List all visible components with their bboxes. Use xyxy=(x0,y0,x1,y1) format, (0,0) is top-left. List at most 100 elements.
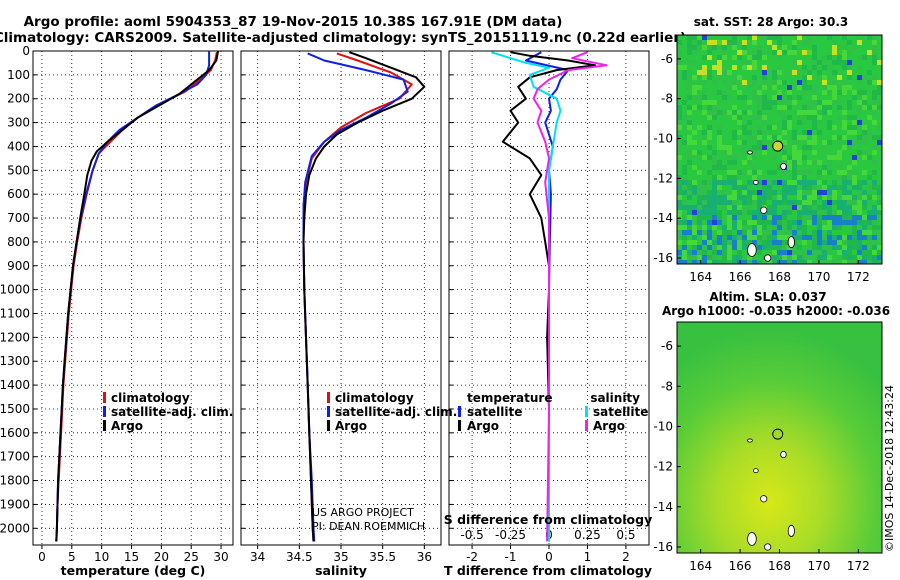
sst-cell xyxy=(767,160,772,165)
sst-cell xyxy=(722,40,727,45)
sst-cell xyxy=(832,170,837,175)
sst-cell xyxy=(722,140,727,145)
sst-cell xyxy=(812,95,817,100)
sst-cell xyxy=(867,195,872,200)
sst-cell xyxy=(677,45,682,50)
sst-cell xyxy=(797,250,802,255)
depth-tick-label: 1600 xyxy=(0,426,30,440)
sst-cell xyxy=(827,135,832,140)
sst-cell xyxy=(772,220,777,225)
sst-cell xyxy=(707,35,712,40)
sst-cell xyxy=(707,135,712,140)
sst-cell xyxy=(787,230,792,235)
s-tick-label: 0.5 xyxy=(616,528,635,542)
sst-cell xyxy=(677,85,682,90)
sst-cell xyxy=(727,235,732,240)
sst-cell xyxy=(777,180,782,185)
sst-cell xyxy=(862,120,867,125)
legend-swatch-t-argo xyxy=(458,420,461,431)
sst-cell xyxy=(697,250,702,255)
sst-cell xyxy=(847,140,852,145)
sst-cell xyxy=(807,235,812,240)
sst-cell xyxy=(677,250,682,255)
sst-cell xyxy=(857,75,862,80)
sst-cell xyxy=(737,185,742,190)
sst-cell xyxy=(727,145,732,150)
sst-cell xyxy=(737,155,742,160)
sst-cell xyxy=(802,50,807,55)
sst-cell xyxy=(772,65,777,70)
sst-cell xyxy=(682,170,687,175)
sst-cell xyxy=(832,200,837,205)
sst-cell xyxy=(807,105,812,110)
sst-cell xyxy=(787,95,792,100)
sst-cell xyxy=(822,120,827,125)
sst-cell xyxy=(862,55,867,60)
sst-cell xyxy=(832,235,837,240)
sst-cell xyxy=(752,235,757,240)
sst-cell xyxy=(777,135,782,140)
sst-cell xyxy=(787,215,792,220)
sst-cell xyxy=(697,260,702,264)
sst-cell xyxy=(712,160,717,165)
sst-cell xyxy=(717,130,722,135)
sst-cell xyxy=(822,160,827,165)
sst-cell xyxy=(867,55,872,60)
sst-cell xyxy=(877,210,882,215)
sst-cell xyxy=(787,35,792,40)
sst-cell xyxy=(792,235,797,240)
sst-cell xyxy=(827,50,832,55)
lat-tick-label: -10 xyxy=(653,419,673,433)
sst-cell xyxy=(702,70,707,75)
sst-cell xyxy=(827,85,832,90)
sst-cell xyxy=(792,150,797,155)
sst-cell xyxy=(697,125,702,130)
sst-cell xyxy=(702,180,707,185)
sst-cell xyxy=(857,115,862,120)
sst-cell xyxy=(807,85,812,90)
sst-cell xyxy=(762,130,767,135)
sst-cell xyxy=(837,205,842,210)
sst-cell xyxy=(807,35,812,40)
sst-cell xyxy=(712,135,717,140)
sst-cell xyxy=(797,235,802,240)
sst-cell xyxy=(722,190,727,195)
legend-label-t-satellite: satellite xyxy=(467,405,522,419)
sst-cell xyxy=(687,140,692,145)
sst-cell xyxy=(867,60,872,65)
sst-cell xyxy=(712,245,717,250)
sst-cell xyxy=(872,50,877,55)
sst-cell xyxy=(712,130,717,135)
sst-cell xyxy=(782,140,787,145)
sst-cell xyxy=(842,210,847,215)
sst-cell xyxy=(817,110,822,115)
sst-cell xyxy=(867,130,872,135)
difference-panel: -2 -1 0 1 2 -0.5 -0.25 0 0.25 0.5 S difference f… xyxy=(444,50,652,578)
sst-cell xyxy=(847,245,852,250)
sst-latitude-ticks: -6-8-10-12-14-16 xyxy=(653,52,681,265)
sst-cell xyxy=(777,70,782,75)
sst-cell xyxy=(692,115,697,120)
sst-cell xyxy=(737,260,742,264)
sst-cell xyxy=(862,160,867,165)
sst-cell xyxy=(837,65,842,70)
sst-cell xyxy=(807,70,812,75)
sst-cell xyxy=(817,125,822,130)
sst-cell xyxy=(682,260,687,264)
sst-cell xyxy=(857,100,862,105)
sst-cell xyxy=(752,145,757,150)
sst-cell xyxy=(772,175,777,180)
sst-cell xyxy=(692,85,697,90)
sst-cell xyxy=(847,225,852,230)
sst-cell xyxy=(797,90,802,95)
sst-cell xyxy=(877,170,882,175)
sst-cell xyxy=(802,120,807,125)
sst-cell xyxy=(707,100,712,105)
sst-cell xyxy=(717,55,722,60)
sst-cell xyxy=(752,55,757,60)
sst-cell xyxy=(847,175,852,180)
sst-cell xyxy=(827,155,832,160)
sst-cell xyxy=(837,130,842,135)
sst-cell xyxy=(787,170,792,175)
sst-cell xyxy=(797,60,802,65)
